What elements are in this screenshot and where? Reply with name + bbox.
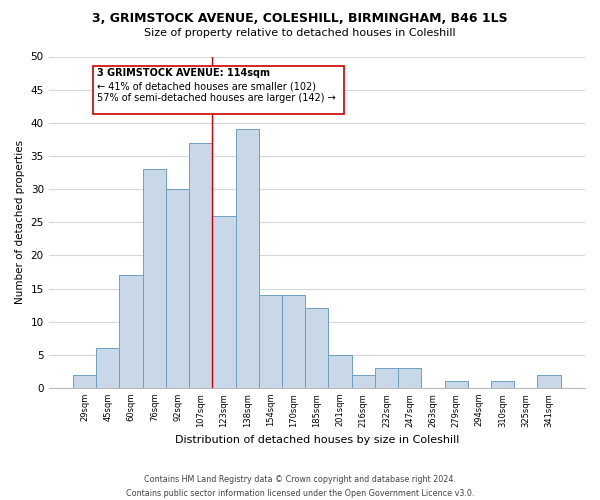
Bar [96, 348, 119, 388]
Bar [236, 130, 259, 388]
X-axis label: Distribution of detached houses by size in Coleshill: Distribution of detached houses by size … [175, 435, 459, 445]
Text: Size of property relative to detached houses in Coleshill: Size of property relative to detached ho… [144, 28, 456, 38]
Bar [352, 374, 375, 388]
Text: ← 41% of detached houses are smaller (102): ← 41% of detached houses are smaller (10… [97, 81, 316, 91]
Bar [143, 169, 166, 388]
Bar [282, 295, 305, 388]
Bar [375, 368, 398, 388]
FancyBboxPatch shape [93, 66, 344, 114]
Text: 3 GRIMSTOCK AVENUE: 114sqm: 3 GRIMSTOCK AVENUE: 114sqm [97, 68, 271, 78]
Y-axis label: Number of detached properties: Number of detached properties [15, 140, 25, 304]
Bar [328, 355, 352, 388]
Text: Contains HM Land Registry data © Crown copyright and database right 2024.
Contai: Contains HM Land Registry data © Crown c… [126, 476, 474, 498]
Bar [259, 295, 282, 388]
Bar [445, 382, 468, 388]
Bar [166, 189, 189, 388]
Bar [212, 216, 236, 388]
Bar [73, 374, 96, 388]
Bar [305, 308, 328, 388]
Bar [538, 374, 560, 388]
Bar [398, 368, 421, 388]
Text: 57% of semi-detached houses are larger (142) →: 57% of semi-detached houses are larger (… [97, 93, 336, 103]
Text: 3, GRIMSTOCK AVENUE, COLESHILL, BIRMINGHAM, B46 1LS: 3, GRIMSTOCK AVENUE, COLESHILL, BIRMINGH… [92, 12, 508, 26]
Bar [189, 142, 212, 388]
Bar [491, 382, 514, 388]
Bar [119, 275, 143, 388]
